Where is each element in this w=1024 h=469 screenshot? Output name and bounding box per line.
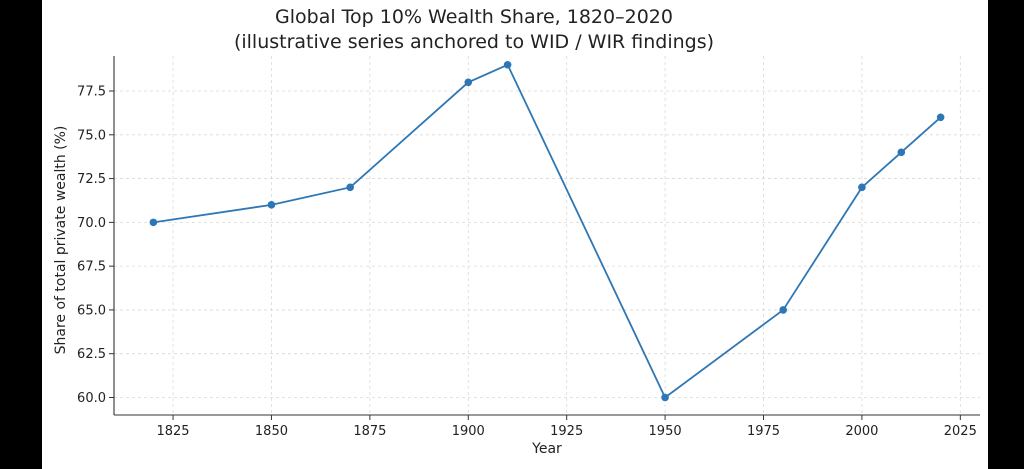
y-tick-label: 72.5 [77, 172, 106, 187]
x-tick-label: 1850 [255, 424, 288, 439]
chart-panel: Global Top 10% Wealth Share, 1820–2020 (… [42, 0, 988, 469]
data-point [897, 148, 906, 157]
x-tick-label: 1950 [649, 424, 682, 439]
x-axis-ticks: 1825 1850 1875 1900 1925 1950 1975 2000 2025 [156, 415, 977, 439]
data-point [858, 183, 866, 192]
data-point [346, 183, 354, 192]
data-point [149, 218, 158, 227]
y-tick-label: 77.5 [77, 85, 106, 100]
x-tick-label: 1975 [747, 424, 780, 439]
series-group [149, 60, 945, 402]
chart-subtitle: (illustrative series anchored to WID / W… [234, 31, 714, 53]
chart-title: Global Top 10% Wealth Share, 1820–2020 [275, 6, 673, 28]
data-point [779, 306, 787, 314]
data-point [503, 60, 512, 69]
y-tick-label: 67.5 [77, 260, 106, 275]
y-tick-label: 75.0 [77, 128, 106, 143]
line-chart: Global Top 10% Wealth Share, 1820–2020 (… [53, 6, 980, 457]
data-point [661, 393, 669, 402]
x-tick-label: 1875 [353, 424, 386, 439]
y-tick-label: 70.0 [77, 216, 106, 231]
x-tick-label: 1900 [452, 424, 485, 439]
y-tick-label: 62.5 [77, 347, 106, 362]
y-tick-label: 60.0 [77, 391, 106, 406]
x-tick-label: 2025 [944, 424, 977, 439]
y-axis-label: Share of total private wealth (%) [53, 126, 69, 355]
x-tick-label: 1825 [156, 424, 189, 439]
axes [113, 56, 980, 416]
y-tick-label: 65.0 [77, 303, 106, 318]
data-point [464, 78, 473, 87]
x-tick-label: 1925 [550, 424, 583, 439]
data-point [936, 113, 945, 122]
x-axis-label: Year [531, 441, 562, 457]
data-point [267, 201, 276, 209]
x-tick-label: 2000 [845, 424, 878, 439]
series-line [153, 63, 942, 399]
grid-lines [114, 56, 980, 415]
y-axis-ticks: 60.0 62.5 65.0 67.5 70.0 72.5 75.0 77.5 [77, 85, 114, 406]
